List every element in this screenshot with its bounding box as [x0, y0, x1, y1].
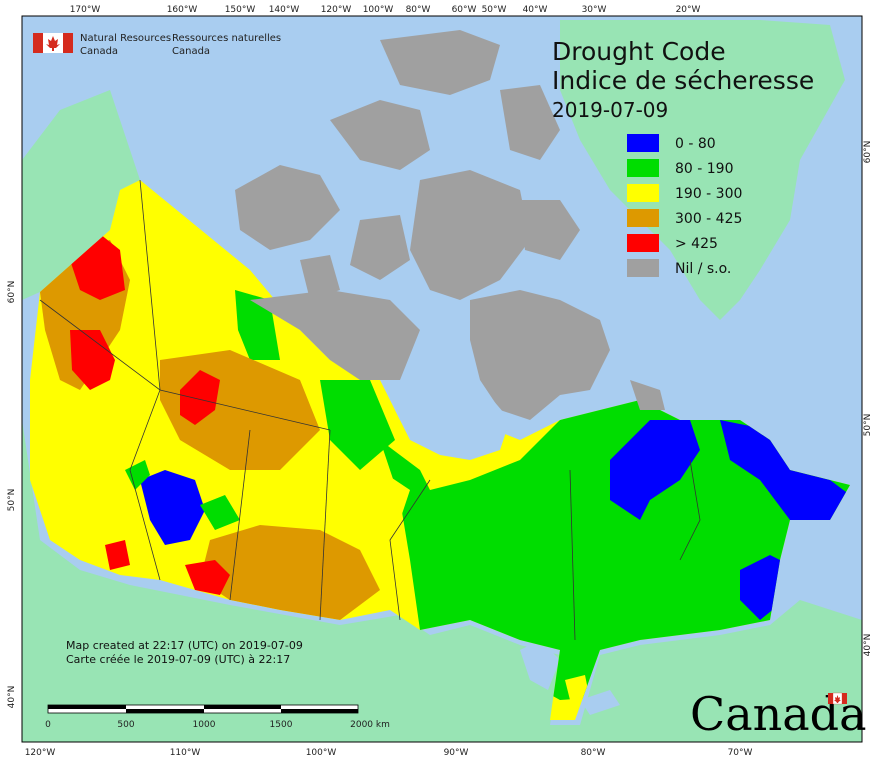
tick-label: 60°N: [863, 141, 873, 164]
tick-label: 70°W: [728, 748, 753, 758]
agency-fr-line2: Canada: [172, 46, 210, 57]
map-date: 2019-07-09: [552, 98, 668, 122]
canada-wordmark: Canada: [690, 687, 867, 741]
legend: 0 - 80 80 - 190 190 - 300 300 - 425 > 425 Nil…: [627, 134, 742, 277]
tick-label: 170°W: [70, 5, 101, 15]
tick-label: 50°N: [7, 489, 17, 512]
greenland: [560, 20, 845, 320]
left-latitude-ticks: 60°N 50°N 40°N: [7, 281, 17, 709]
right-latitude-ticks: 60°N 50°N 40°N: [863, 141, 873, 657]
legend-label: > 425: [675, 236, 718, 252]
tick-label: 90°W: [444, 748, 469, 758]
tick-label: 110°W: [170, 748, 201, 758]
region-blue-labrador: [720, 420, 850, 520]
legend-swatch: [627, 134, 659, 152]
tick-label: 20°W: [676, 5, 701, 15]
region-green-east: [380, 400, 850, 700]
region-green-north: [320, 380, 395, 470]
legend-label: 300 - 425: [675, 211, 742, 227]
tick-label: 140°W: [269, 5, 300, 15]
scale-label: 0: [45, 720, 51, 730]
legend-swatch: [627, 209, 659, 227]
region-yellow-hudson: [330, 470, 410, 540]
region-red-bc: [70, 330, 115, 390]
arctic-nil-region: [235, 30, 665, 420]
agency-signature: Natural Resources Canada Ressources natu…: [33, 33, 281, 57]
tick-label: 40°N: [863, 634, 873, 657]
legend-swatch: [627, 159, 659, 177]
tick-label: 50°N: [863, 414, 873, 437]
region-yellow-ontario: [565, 675, 590, 700]
region-red-alberta: [185, 560, 230, 595]
map-frame: [21, 15, 863, 743]
tick-label: 60°N: [7, 281, 17, 304]
usa-land: [22, 420, 862, 742]
tick-label: 120°W: [25, 748, 56, 758]
tick-label: 40°N: [7, 686, 17, 709]
legend-swatch: [627, 259, 659, 277]
region-orange-south: [200, 525, 380, 620]
legend-label: Nil / s.o.: [675, 261, 731, 277]
scale-label: 1500: [270, 720, 293, 730]
tick-label: 60°W: [452, 5, 477, 15]
region-blue-alberta: [140, 470, 205, 545]
tick-label: 80°W: [581, 748, 606, 758]
canada-flag-icon: [33, 33, 73, 53]
legend-swatch: [627, 234, 659, 252]
created-note-fr: Carte créée le 2019-07-09 (UTC) à 22:17: [66, 653, 290, 666]
map-title-fr: Indice de sécheresse: [552, 66, 814, 95]
top-longitude-ticks: 170°W 160°W 150°W 140°W 120°W 100°W 80°W 60°W 50…: [70, 5, 701, 15]
wordmark-flag-icon: [828, 692, 847, 705]
tick-label: 50°W: [482, 5, 507, 15]
tick-label: 150°W: [225, 5, 256, 15]
scale-label: 2000 km: [350, 720, 390, 730]
hudson-bay: [395, 370, 510, 460]
tick-label: 120°W: [321, 5, 352, 15]
agency-en-line1: Natural Resources: [80, 33, 171, 44]
great-lakes: [520, 640, 620, 715]
legend-label: 190 - 300: [675, 186, 742, 202]
tick-label: 100°W: [306, 748, 337, 758]
region-red-nwt: [180, 370, 220, 425]
legend-label: 80 - 190: [675, 161, 734, 177]
region-blue-quebec: [610, 420, 700, 520]
tick-label: 40°W: [523, 5, 548, 15]
scale-bar: 0 500 1000 1500 2000 km: [45, 704, 390, 730]
map-title-en: Drought Code: [552, 37, 726, 66]
scale-label: 500: [117, 720, 134, 730]
province-boundaries: [39, 179, 701, 641]
region-red-bc-south: [105, 540, 130, 570]
region-green-alberta: [125, 460, 240, 530]
alaska: [22, 90, 140, 300]
legend-label: 0 - 80: [675, 136, 716, 152]
tick-label: 160°W: [167, 5, 198, 15]
scale-label: 1000: [193, 720, 216, 730]
bottom-longitude-ticks: 120°W 110°W 100°W 90°W 80°W 70°W: [25, 748, 753, 758]
legend-swatch: [627, 184, 659, 202]
tick-label: 30°W: [582, 5, 607, 15]
tick-label: 80°W: [406, 5, 431, 15]
created-note-en: Map created at 22:17 (UTC) on 2019-07-09: [66, 639, 303, 652]
tick-label: 100°W: [363, 5, 394, 15]
agency-fr-line1: Ressources naturelles: [172, 33, 281, 44]
agency-en-line2: Canada: [80, 46, 118, 57]
